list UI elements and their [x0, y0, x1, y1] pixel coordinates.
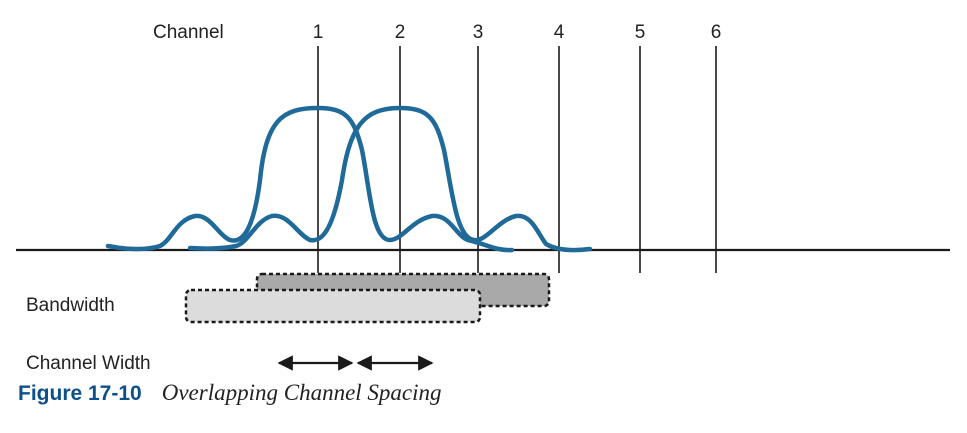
figure-number: Figure 17-10	[18, 382, 142, 405]
channel-number-5: 5	[635, 22, 646, 43]
channel-width-label: Channel Width	[26, 353, 151, 374]
bandwidth-bar-channel-1	[184, 288, 482, 324]
channel-number-3: 3	[473, 22, 484, 43]
channel-number-6: 6	[711, 22, 722, 43]
bandwidth-label: Bandwidth	[26, 295, 115, 316]
channel-number-4: 4	[554, 22, 565, 43]
figure-caption: Figure 17-10 Overlapping Channel Spacing	[18, 380, 442, 406]
signal-curve-channel-1	[105, 105, 515, 253]
channel-heading: Channel	[153, 22, 224, 43]
channel-number-2: 2	[395, 22, 406, 43]
channel-number-1: 1	[313, 22, 324, 43]
figure-title: Overlapping Channel Spacing	[161, 380, 442, 405]
signal-curve-channel-2	[187, 105, 593, 253]
